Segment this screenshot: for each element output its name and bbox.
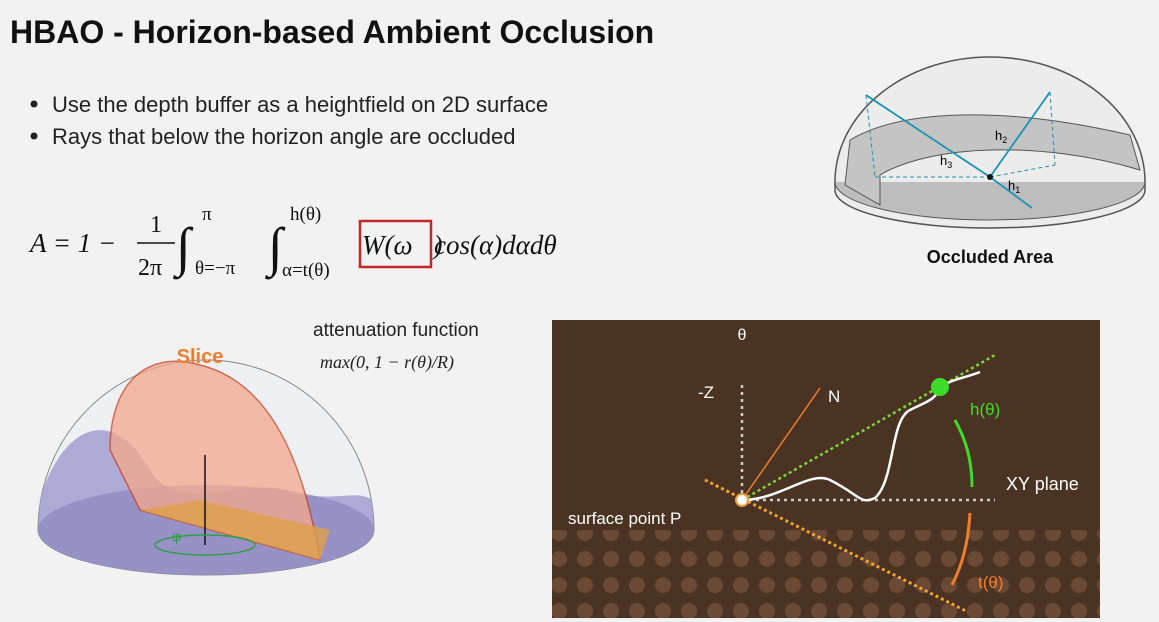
tangent-line (704, 478, 969, 614)
surface-point (735, 493, 749, 507)
formula-numerator: 1 (150, 212, 162, 238)
integral-upper: h(θ) (290, 204, 321, 225)
attenuation-title: attenuation function (313, 320, 479, 341)
theta-label: θ (738, 327, 747, 344)
formula: A = 1 − 1 2π ∫ π θ=−π ∫ h(θ) α=t(θ) W(ω⃗… (28, 204, 557, 281)
slice-diagram: φ Slice (37, 346, 375, 576)
normal-vector (741, 387, 821, 501)
formula-lhs: A = 1 − (28, 228, 116, 258)
bullet-dot (30, 132, 38, 140)
ray-projections (865, 91, 1056, 178)
bullet-text: Rays that below the horizon angle are oc… (52, 124, 516, 149)
formula-weight: W(ω⃗) (362, 230, 443, 260)
height-label: h3 (940, 153, 952, 170)
axis-label: -Z (698, 383, 714, 402)
horizon-label: h(θ) (970, 400, 1000, 419)
angle-arc (154, 534, 256, 556)
integral-upper: π (202, 204, 212, 225)
slice-label: Slice (177, 346, 224, 368)
angle-label: φ (172, 528, 181, 544)
tangent-arc (950, 512, 972, 586)
height-label: h1 (1008, 178, 1020, 195)
slide-title: HBAO - Horizon-based Ambient Occlusion (10, 14, 654, 50)
formula-denominator: 2π (138, 255, 162, 281)
horizon-diagram: θ -Z N h(θ) XY plane surface point P t(θ… (552, 320, 1100, 618)
ground-pattern (552, 530, 1100, 618)
horizon-line (741, 353, 996, 502)
bullet-dot (30, 100, 38, 108)
integral-lower: θ=−π (195, 258, 236, 279)
point-label: surface point P (568, 509, 681, 528)
horizon-arc (953, 419, 974, 488)
integral-sign: ∫ (173, 217, 194, 280)
highlight-box (358, 219, 433, 269)
attenuation-formula: max(0, 1 − r(θ)/R) (320, 352, 454, 373)
tangent-label: t(θ) (978, 573, 1004, 592)
slice-base (140, 500, 330, 560)
integral-sign: ∫ (265, 217, 286, 280)
occluded-band (834, 181, 1146, 221)
hemisphere-diagram: h1 h2 h3 Occluded Area (834, 56, 1146, 267)
height-label: h2 (995, 128, 1007, 145)
bullet-text: Use the depth buffer as a heightfield on… (52, 92, 548, 117)
occluder (844, 114, 1141, 206)
plane-label: XY plane (1006, 474, 1079, 494)
formula-rest: cos(α)dαdθ (434, 230, 557, 260)
origin-point (987, 174, 993, 180)
integral-lower: α=t(θ) (282, 260, 330, 281)
diagram-caption: Occluded Area (927, 247, 1054, 267)
rays (865, 91, 1051, 209)
normal-label: N (828, 387, 840, 406)
horizon-point (931, 378, 949, 396)
